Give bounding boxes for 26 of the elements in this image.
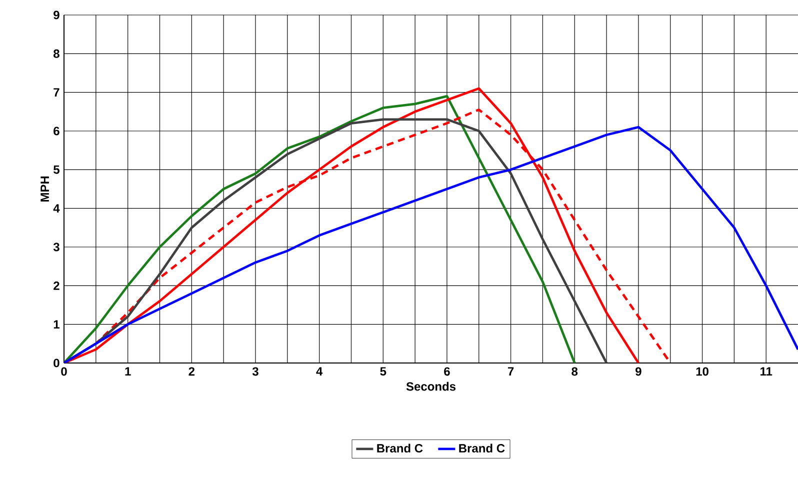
- x-tick-label: 1: [125, 367, 131, 376]
- x-tick-label: 10: [696, 367, 708, 376]
- y-tick-label: 8: [54, 49, 60, 58]
- y-tick-label: 9: [54, 10, 60, 20]
- y-tick-label: 4: [53, 204, 60, 212]
- x-tick-label: 9: [636, 367, 642, 376]
- x-tick-label: 4: [316, 367, 323, 376]
- legend-label: Brand C: [377, 444, 423, 453]
- y-tick-label: 2: [54, 281, 60, 290]
- x-axis-title: Seconds: [406, 382, 456, 391]
- y-axis-title: MPH: [40, 176, 49, 202]
- x-tick-label: 2: [188, 367, 195, 376]
- y-tick-label: 0: [54, 358, 60, 368]
- x-tick-label: 7: [508, 367, 514, 376]
- y-tick-label: 3: [53, 242, 60, 252]
- x-tick-label: 11: [760, 367, 772, 376]
- x-tick-label: 5: [380, 367, 386, 376]
- x-tick-label: 6: [444, 367, 450, 376]
- x-tick-label: 0: [61, 367, 67, 376]
- y-tick-label: 7: [54, 88, 60, 96]
- y-tick-label: 5: [54, 165, 60, 174]
- x-tick-label: 3: [252, 367, 258, 376]
- y-tick-label: 1: [54, 320, 60, 328]
- x-tick-label: 8: [572, 367, 578, 376]
- legend-label: Brand C: [459, 444, 505, 453]
- y-tick-label: 6: [54, 126, 60, 136]
